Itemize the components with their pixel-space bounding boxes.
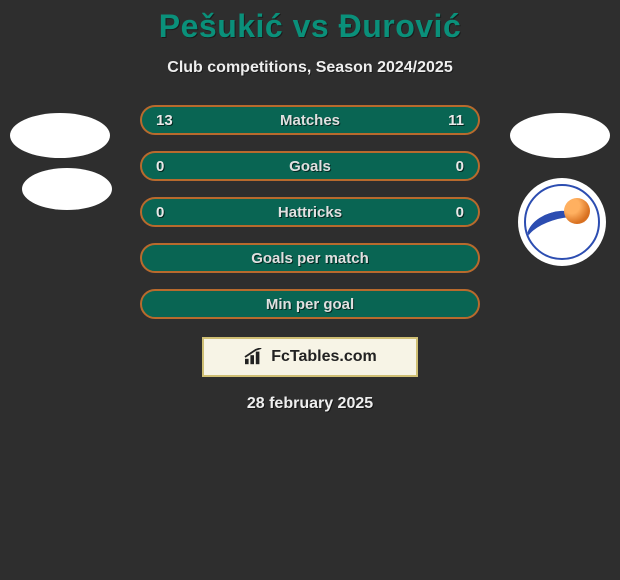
stat-left-value: 0 xyxy=(156,158,174,175)
stat-row-min-per-goal: Min per goal xyxy=(140,289,480,319)
stat-row-goals-per-match: Goals per match xyxy=(140,243,480,273)
watermark: FcTables.com xyxy=(202,337,418,377)
stat-label: Hattricks xyxy=(142,204,478,221)
stat-label: Goals per match xyxy=(142,250,478,267)
stat-left-value: 0 xyxy=(156,204,174,221)
crest-icon xyxy=(524,184,600,260)
stat-row-hattricks: 0 Hattricks 0 xyxy=(140,197,480,227)
page-subtitle: Club competitions, Season 2024/2025 xyxy=(0,59,620,77)
stat-label: Matches xyxy=(142,112,478,129)
stats-container: 13 Matches 11 0 Goals 0 0 Hattricks 0 Go… xyxy=(140,105,480,319)
stat-row-goals: 0 Goals 0 xyxy=(140,151,480,181)
stat-row-matches: 13 Matches 11 xyxy=(140,105,480,135)
snapshot-date: 28 february 2025 xyxy=(0,395,620,413)
oval-icon xyxy=(22,168,112,210)
stat-right-value: 0 xyxy=(446,158,464,175)
stat-right-value: 0 xyxy=(446,204,464,221)
stat-label: Goals xyxy=(142,158,478,175)
team-right-logo xyxy=(510,113,610,163)
oval-icon xyxy=(10,113,110,158)
stat-left-value: 13 xyxy=(156,112,174,129)
stat-label: Min per goal xyxy=(142,296,478,313)
team-right-crest xyxy=(518,178,606,266)
team-left-logo xyxy=(10,113,110,163)
oval-icon xyxy=(510,113,610,158)
bar-chart-icon xyxy=(243,348,265,366)
watermark-text: FcTables.com xyxy=(271,348,377,366)
stat-right-value: 11 xyxy=(446,112,464,129)
page-title: Pešukić vs Đurović xyxy=(0,0,620,45)
